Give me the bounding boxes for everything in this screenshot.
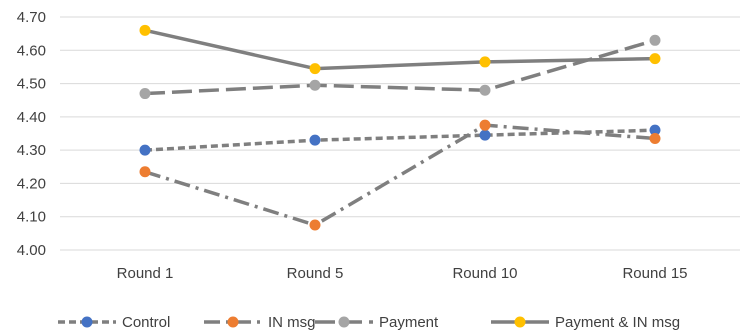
gridlines bbox=[60, 16, 740, 251]
data-point bbox=[309, 219, 321, 231]
series-line bbox=[144, 38, 656, 96]
y-tick-label: 4.40 bbox=[17, 109, 46, 126]
y-tick-label: 4.70 bbox=[17, 9, 46, 26]
data-point bbox=[139, 24, 151, 36]
data-point bbox=[309, 63, 321, 75]
x-tick-label: Round 10 bbox=[452, 265, 517, 282]
series-line bbox=[144, 123, 656, 227]
legend: Control IN msg Payment Payment & IN msg bbox=[58, 314, 680, 331]
legend-label: Control bbox=[122, 314, 170, 331]
data-point bbox=[479, 119, 491, 131]
data-point bbox=[309, 79, 321, 91]
data-point bbox=[649, 53, 661, 65]
x-tick-label: Round 15 bbox=[622, 265, 687, 282]
data-point bbox=[309, 134, 321, 146]
y-axis: 4.00 4.10 4.20 4.30 4.40 4.50 4.60 4.70 bbox=[17, 9, 46, 259]
legend-marker bbox=[514, 316, 526, 328]
data-point bbox=[649, 132, 661, 144]
legend-marker bbox=[338, 316, 350, 328]
y-tick-label: 4.50 bbox=[17, 76, 46, 93]
y-tick-label: 4.10 bbox=[17, 209, 46, 226]
legend-label: IN msg bbox=[268, 314, 316, 331]
y-tick-label: 4.20 bbox=[17, 175, 46, 192]
data-point bbox=[649, 34, 661, 46]
data-point bbox=[139, 144, 151, 156]
series-line bbox=[144, 28, 656, 71]
data-point bbox=[649, 124, 661, 136]
x-tick-label: Round 1 bbox=[117, 265, 174, 282]
y-tick-label: 4.00 bbox=[17, 242, 46, 259]
x-axis: Round 1 Round 5 Round 10 Round 15 bbox=[117, 265, 688, 282]
series-line bbox=[144, 128, 656, 152]
legend-marker bbox=[81, 316, 93, 328]
y-tick-label: 4.60 bbox=[17, 42, 46, 59]
series-lines bbox=[144, 28, 656, 227]
data-point bbox=[479, 56, 491, 68]
y-tick-label: 4.30 bbox=[17, 142, 46, 159]
legend-marker bbox=[227, 316, 239, 328]
data-point bbox=[479, 129, 491, 141]
data-point bbox=[479, 84, 491, 96]
legend-label: Payment bbox=[379, 314, 439, 331]
series-points bbox=[139, 24, 661, 231]
legend-label: Payment & IN msg bbox=[555, 314, 680, 331]
data-point bbox=[139, 166, 151, 178]
data-point bbox=[139, 88, 151, 100]
x-tick-label: Round 5 bbox=[287, 265, 344, 282]
